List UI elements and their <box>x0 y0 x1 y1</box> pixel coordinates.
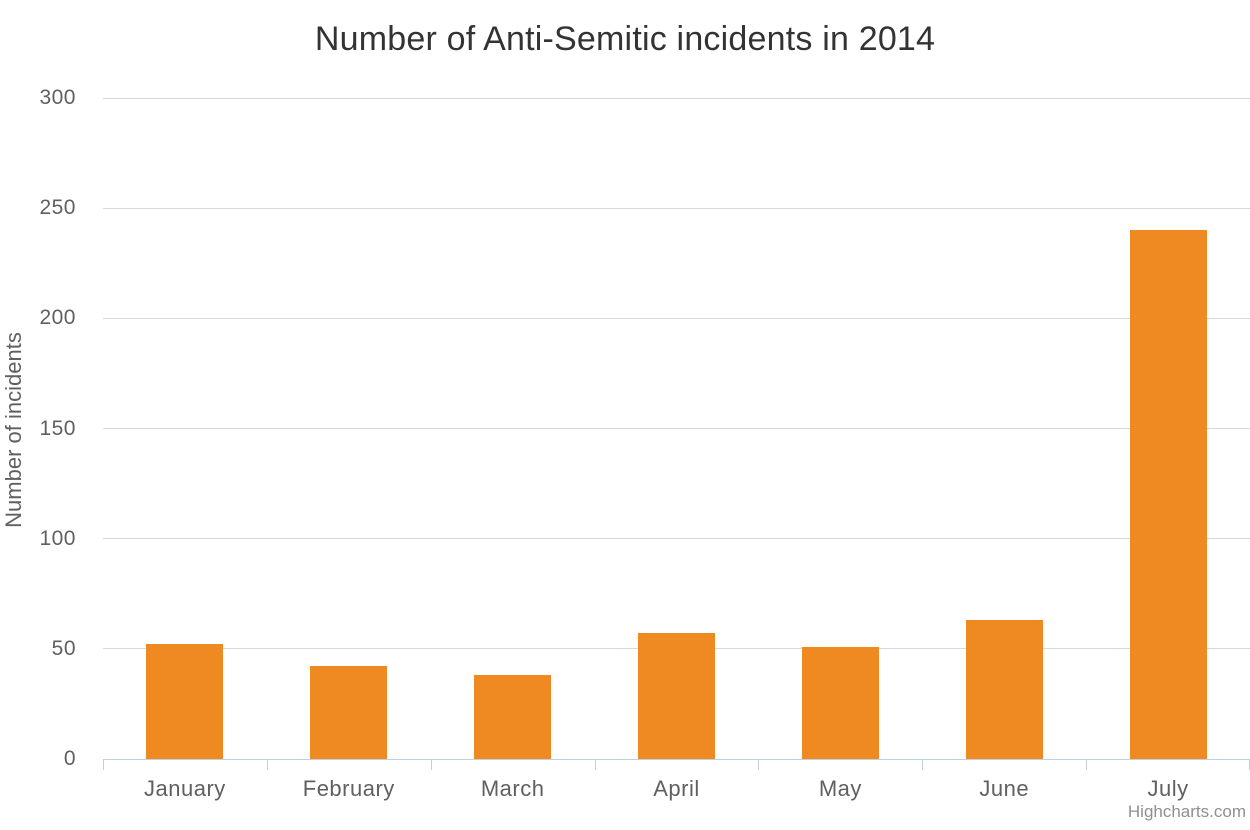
gridline-250 <box>103 207 1250 209</box>
x-axis-label-january: January <box>144 776 226 801</box>
y-axis-label-0: 0 <box>63 747 76 770</box>
gridline-200 <box>103 317 1250 319</box>
x-axis-tick <box>758 759 760 770</box>
bar-april[interactable] <box>638 633 715 759</box>
y-axis-label-250: 250 <box>39 196 76 220</box>
bar-july[interactable] <box>1129 230 1207 759</box>
x-axis-tick <box>922 759 924 770</box>
x-axis-tick <box>1086 759 1088 770</box>
y-axis-label-200: 200 <box>39 306 76 330</box>
chart-title: Number of Anti-Semitic incidents in 2014 <box>314 20 936 58</box>
y-axis-label-150: 150 <box>39 416 76 440</box>
bar-march[interactable] <box>474 675 552 759</box>
x-axis-label-june: June <box>979 776 1030 801</box>
x-axis-label-may: May <box>818 776 862 801</box>
x-axis-tick <box>266 759 268 770</box>
x-axis-label-march: March <box>480 776 545 801</box>
y-axis-label-100: 100 <box>39 526 76 550</box>
gridline-300 <box>103 97 1250 99</box>
bar-june[interactable] <box>965 620 1043 759</box>
gridline-150 <box>103 428 1250 429</box>
x-axis-tick <box>103 759 104 770</box>
x-axis-label-february: February <box>302 776 395 801</box>
bar-february[interactable] <box>310 666 388 759</box>
x-axis-tick <box>594 759 596 770</box>
gridline-100 <box>103 538 1250 540</box>
y-axis-label-50: 50 <box>51 636 76 660</box>
highcharts-credits-link[interactable]: Highcharts.com <box>1127 802 1246 821</box>
x-axis-label-april: April <box>653 776 700 801</box>
x-axis-line <box>103 758 1250 760</box>
bar-may[interactable] <box>801 646 879 759</box>
x-axis-label-july: July <box>1147 776 1189 801</box>
y-axis-label-300: 300 <box>39 86 76 109</box>
bar-january[interactable] <box>146 644 224 759</box>
x-axis-tick <box>430 759 432 770</box>
